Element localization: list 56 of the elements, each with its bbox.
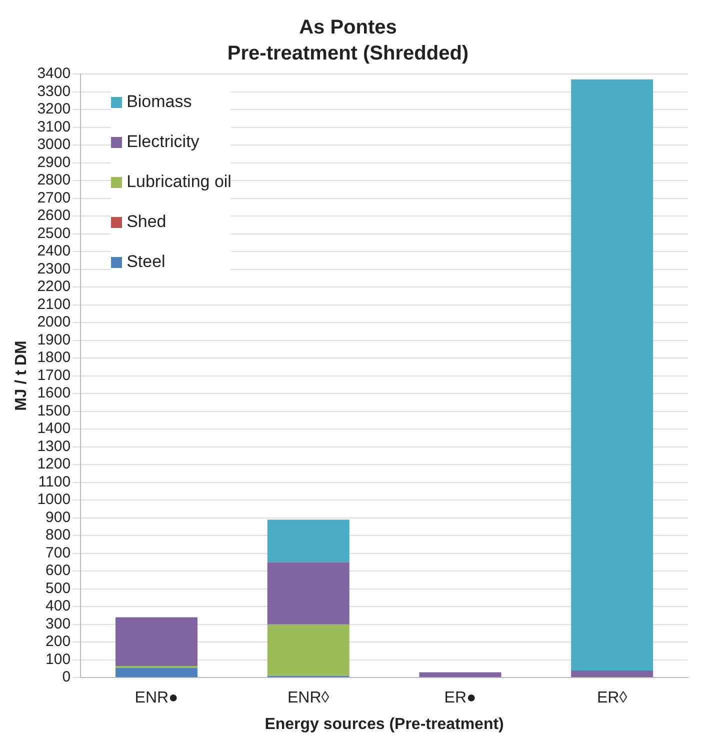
y-tick-label: 1600 xyxy=(37,384,71,402)
y-tick-label: 3400 xyxy=(37,65,71,82)
y-tick-label: 3300 xyxy=(37,82,71,100)
chart-subtitle: Pre-treatment (Shredded) xyxy=(227,42,469,65)
y-tick-label: 0 xyxy=(62,668,71,686)
x-tick-label: ENR● xyxy=(134,690,178,707)
y-tick-label: 200 xyxy=(46,633,71,650)
y-tick-label: 300 xyxy=(46,615,71,632)
y-tick-label: 100 xyxy=(46,650,71,668)
y-tick-label: 2600 xyxy=(37,207,71,224)
y-tick-label: 2800 xyxy=(37,172,71,189)
y-tick-label: 1700 xyxy=(37,366,71,384)
x-tick-label: ER● xyxy=(444,690,476,707)
bar xyxy=(115,617,198,666)
x-axis-title: Energy sources (Pre-treatment) xyxy=(264,716,504,733)
bar xyxy=(571,79,654,670)
y-tick-label: 600 xyxy=(46,562,71,580)
bar xyxy=(571,670,654,678)
bar xyxy=(267,624,350,676)
y-tick-label: 3200 xyxy=(37,100,71,118)
bar xyxy=(115,668,198,678)
bar xyxy=(267,520,350,562)
y-tick-label: 900 xyxy=(46,508,71,526)
y-tick-label: 800 xyxy=(46,526,71,544)
y-tick-label: 1500 xyxy=(37,402,71,420)
y-axis-title: MJ / t DM xyxy=(13,340,30,411)
y-tick-label: 2100 xyxy=(37,296,71,313)
y-tick-label: 1400 xyxy=(37,420,71,438)
y-tick-label: 1000 xyxy=(37,491,71,508)
legend-label: Shed xyxy=(126,212,166,232)
y-tick-label: 1900 xyxy=(37,331,71,348)
x-tick-label: ENR◊ xyxy=(288,690,330,707)
legend-label: Steel xyxy=(126,252,166,272)
y-tick-label: 500 xyxy=(46,580,71,597)
y-tick-label: 2400 xyxy=(37,242,71,260)
y-tick-label: 400 xyxy=(46,598,71,615)
y-tick-label: 1200 xyxy=(37,456,71,473)
bar xyxy=(419,672,502,678)
y-tick-label: 700 xyxy=(46,544,71,562)
legend-label: Electricity xyxy=(126,132,200,152)
x-tick-label: ER◊ xyxy=(597,690,628,707)
legend-label: Lubricating oil xyxy=(126,172,232,192)
y-tick-label: 1100 xyxy=(38,473,71,490)
chart-title: As Pontes xyxy=(299,16,397,39)
y-tick-label: 2000 xyxy=(37,314,71,331)
y-tick-label: 2300 xyxy=(37,260,71,278)
bar xyxy=(267,562,350,624)
y-tick-label: 3000 xyxy=(37,136,71,154)
y-tick-label: 1800 xyxy=(37,349,71,366)
y-tick-label: 2900 xyxy=(37,154,71,171)
y-tick-label: 2200 xyxy=(37,278,71,296)
legend-label: Biomass xyxy=(126,92,192,112)
y-tick-label: 3100 xyxy=(37,118,71,136)
y-tick-label: 2700 xyxy=(37,189,71,206)
y-tick-label: 1300 xyxy=(37,438,71,455)
y-tick-label: 2500 xyxy=(37,224,71,242)
